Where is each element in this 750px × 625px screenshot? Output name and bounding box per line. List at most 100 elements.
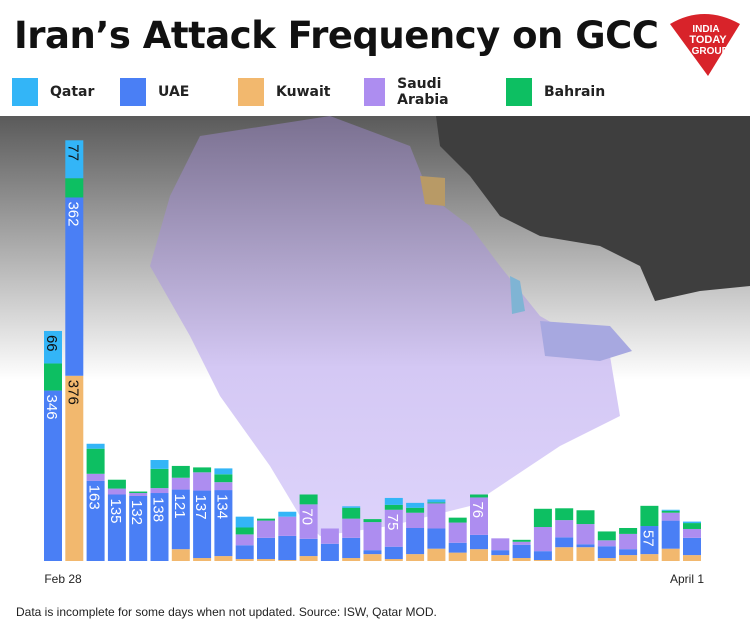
bar-segment-qatar xyxy=(342,506,361,508)
bar-segment-qatar xyxy=(214,468,233,475)
legend-label: Saudi Arabia xyxy=(397,76,449,108)
bar-4: 135 xyxy=(107,479,126,561)
bar-segment-bahrain xyxy=(257,518,275,521)
bar-segment-bahrain xyxy=(171,465,190,478)
bar-segment-saudi-arabia xyxy=(299,504,318,539)
bar-segment-uae xyxy=(576,544,595,548)
legend-label: Kuwait xyxy=(276,84,331,100)
bar-segment-qatar xyxy=(65,140,84,179)
bar-segment-uae xyxy=(448,542,467,553)
bar-17: 75 xyxy=(384,497,403,561)
bar-24 xyxy=(533,508,552,561)
bar-15 xyxy=(342,506,361,561)
bar-26 xyxy=(576,510,595,561)
bar-20 xyxy=(448,517,467,561)
bar-segment-uae xyxy=(555,537,574,548)
bar-segment-qatar xyxy=(384,497,403,505)
data-label: 76 xyxy=(469,501,486,518)
bar-29: 57 xyxy=(639,505,659,561)
chart-title: Iran’s Attack Frequency on GCC xyxy=(14,14,659,57)
bar-segment-uae xyxy=(597,546,616,559)
bar-segment-bahrain xyxy=(342,507,361,519)
bar-22 xyxy=(491,538,510,561)
bar-23 xyxy=(512,539,531,561)
bar-segment-qatar xyxy=(278,511,297,517)
bar-segment-kuwait xyxy=(171,549,190,561)
bar-segment-uae xyxy=(278,535,297,561)
legend-swatch xyxy=(12,78,38,106)
bar-segment-uae xyxy=(470,534,488,550)
bar-segment-saudi-arabia xyxy=(470,497,488,535)
bar-segment-kuwait xyxy=(512,558,531,561)
bar-segment-bahrain xyxy=(555,508,574,521)
bar-11 xyxy=(257,518,275,561)
data-label: 138 xyxy=(150,497,167,522)
bar-5: 132 xyxy=(128,491,148,561)
data-label: 121 xyxy=(171,494,188,519)
bar-28 xyxy=(619,527,638,561)
svg-text:GROUP: GROUP xyxy=(692,46,729,57)
bar-segment-saudi-arabia xyxy=(384,509,403,547)
bar-segment-kuwait xyxy=(640,554,659,561)
legend-swatch xyxy=(364,78,386,106)
bar-segment-saudi-arabia xyxy=(320,528,339,544)
bar-segment-saudi-arabia xyxy=(597,540,616,547)
bar-segment-kuwait xyxy=(257,559,275,561)
bar-segment-bahrain xyxy=(193,467,212,473)
bar-segment-kuwait xyxy=(683,555,701,561)
bar-segment-saudi-arabia xyxy=(235,534,254,546)
data-label: 132 xyxy=(128,500,145,525)
india-today-logo: INDIA TODAY GROUP xyxy=(670,14,740,76)
bar-segment-kuwait xyxy=(555,547,574,561)
bar-segment-uae xyxy=(150,493,169,561)
data-label: 134 xyxy=(213,494,230,519)
bar-segment-kuwait xyxy=(533,560,552,561)
qatar-shape xyxy=(510,276,525,314)
x-axis-end-label: April 1 xyxy=(670,572,704,586)
bar-segment-uae xyxy=(491,550,510,556)
bar-segment-saudi-arabia xyxy=(427,503,446,529)
uae-shape xyxy=(540,321,632,361)
bar-segment-saudi-arabia xyxy=(406,512,425,528)
data-label: 57 xyxy=(639,530,656,547)
bar-segment-saudi-arabia xyxy=(107,488,126,495)
legend-item-qatar: Qatar xyxy=(12,78,120,106)
legend-item-saudi-arabia: Saudi Arabia xyxy=(364,76,479,108)
bar-16 xyxy=(363,519,382,561)
bar-segment-saudi-arabia xyxy=(214,482,233,491)
bar-segment-bahrain xyxy=(150,468,169,489)
data-label: 163 xyxy=(86,485,103,510)
svg-text:TODAY: TODAY xyxy=(689,34,727,46)
bar-segment-kuwait xyxy=(384,559,403,561)
bar-segment-bahrain xyxy=(533,508,552,528)
bar-31 xyxy=(683,521,701,561)
bar-segment-uae xyxy=(44,390,62,561)
bar-7: 121 xyxy=(171,465,190,561)
bar-segment-kuwait xyxy=(448,552,467,561)
data-label: 376 xyxy=(64,380,81,405)
bar-segment-uae xyxy=(86,480,105,561)
bar-segment-kuwait xyxy=(65,375,84,561)
bar-segment-qatar xyxy=(406,502,425,508)
bar-segment-uae xyxy=(533,551,552,561)
legend-label: UAE xyxy=(158,84,190,100)
bar-segment-qatar xyxy=(427,499,446,503)
legend-label: Qatar xyxy=(50,84,95,100)
bar-segment-kuwait xyxy=(363,554,382,561)
bar-segment-bahrain xyxy=(107,479,126,489)
bar-1: 346 66 xyxy=(43,330,62,561)
legend-swatch xyxy=(506,78,532,106)
bar-segment-saudi-arabia xyxy=(576,524,595,545)
data-label: 66 xyxy=(43,335,60,352)
bar-segment-saudi-arabia xyxy=(683,528,701,538)
bar-6: 138 xyxy=(150,460,169,561)
bar-segment-saudi-arabia xyxy=(193,472,212,491)
data-label: 137 xyxy=(192,495,209,520)
bar-segment-uae xyxy=(661,520,680,549)
bar-segment-kuwait xyxy=(619,555,638,561)
bar-segment-uae xyxy=(214,490,233,557)
bar-segment-uae xyxy=(107,494,126,561)
bar-segment-bahrain xyxy=(406,507,425,513)
legend-item-kuwait: Kuwait xyxy=(238,78,364,106)
